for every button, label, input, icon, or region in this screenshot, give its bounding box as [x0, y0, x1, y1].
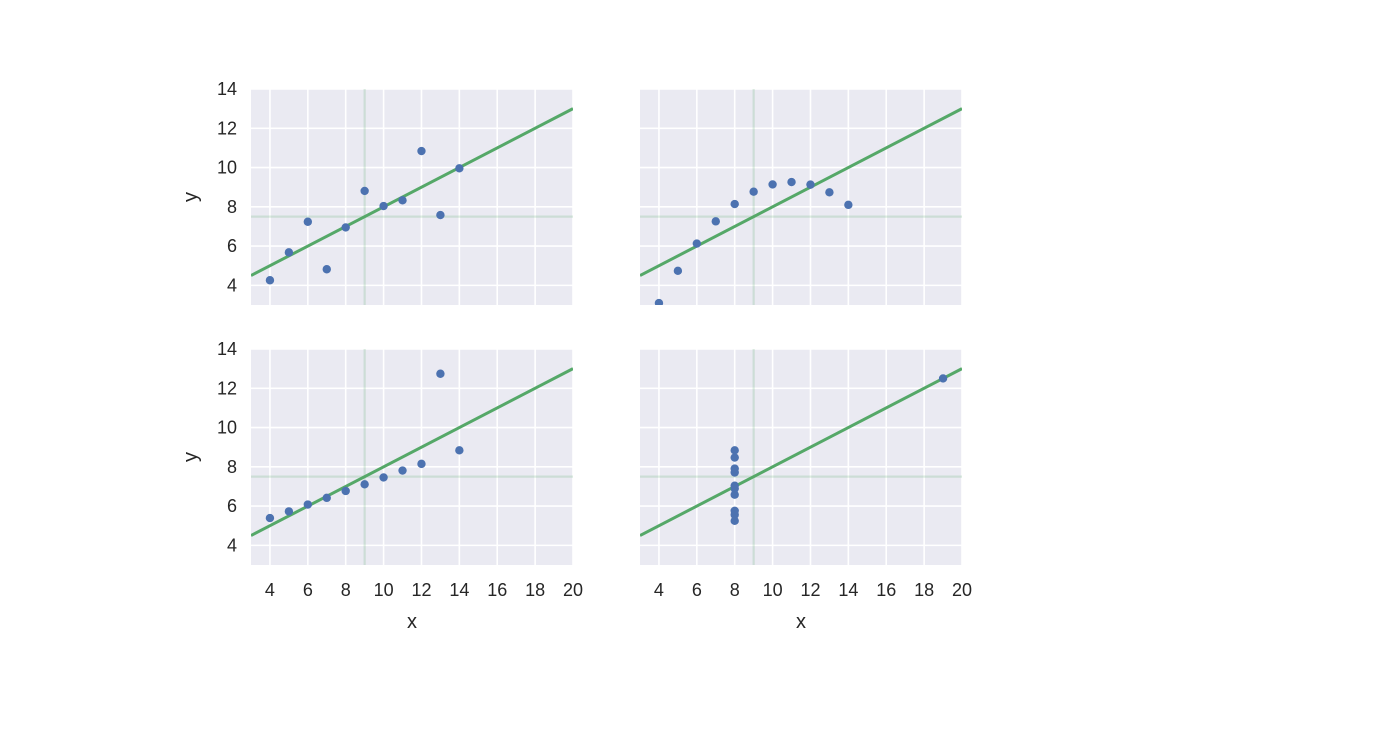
plot-background	[640, 349, 962, 565]
data-point	[436, 369, 445, 378]
data-point	[398, 196, 407, 205]
data-point	[417, 146, 426, 156]
x-tick-label: 20	[952, 580, 972, 600]
y-axis-label: y	[180, 452, 202, 462]
data-point	[360, 480, 369, 489]
y-tick-label: 4	[227, 275, 237, 295]
panel-content	[251, 89, 573, 305]
data-point	[749, 187, 758, 196]
data-point	[303, 500, 313, 509]
data-point	[322, 493, 331, 503]
y-tick-label: 10	[217, 158, 237, 178]
x-tick-label: 12	[411, 580, 431, 600]
data-point	[341, 486, 350, 496]
regression-line	[251, 107, 573, 277]
data-point	[730, 490, 739, 499]
y-tick-label: 6	[227, 496, 237, 516]
data-point	[341, 223, 350, 232]
data-point	[711, 217, 720, 226]
data-point	[787, 177, 796, 187]
x-tick-label: 20	[563, 580, 583, 600]
data-point	[284, 507, 294, 516]
plot-background	[251, 89, 573, 305]
x-tick-label: 8	[730, 580, 740, 600]
data-point	[265, 513, 275, 523]
data-point	[825, 188, 834, 197]
x-tick-label: 6	[692, 580, 702, 600]
y-tick-label: 4	[227, 535, 237, 555]
plot-background	[251, 349, 573, 565]
data-point	[673, 266, 683, 276]
data-point	[730, 453, 739, 462]
data-point	[730, 510, 739, 519]
y-axis-label: y	[180, 192, 202, 202]
data-point	[806, 180, 815, 189]
data-point	[417, 459, 426, 469]
x-tick-label: 8	[341, 580, 351, 600]
data-point	[730, 199, 739, 209]
data-point	[654, 298, 664, 305]
panel-content	[640, 89, 962, 305]
x-axis-label: x	[796, 611, 806, 633]
x-tick-label: 10	[374, 580, 394, 600]
data-point	[730, 516, 739, 526]
x-tick-label: 4	[265, 580, 275, 600]
data-point	[398, 466, 407, 475]
data-point	[360, 186, 369, 196]
regression-line	[640, 107, 962, 277]
x-axis-label: x	[407, 611, 417, 633]
data-point	[455, 164, 464, 173]
data-point	[284, 248, 294, 257]
y-tick-label: 8	[227, 197, 237, 217]
data-point	[379, 201, 388, 211]
panel-content	[251, 349, 573, 565]
x-tick-label: 18	[525, 580, 545, 600]
panel-content	[640, 349, 962, 565]
data-point	[455, 446, 464, 455]
x-tick-label: 12	[800, 580, 820, 600]
panel-top-left: 4 6 8 10 12 14 y	[180, 79, 574, 305]
data-point	[730, 484, 739, 493]
data-point	[844, 200, 853, 210]
panel-bottom-right: 4 6 8 10 12 14 16 18 20 x	[640, 348, 972, 633]
x-tick-label: 6	[303, 580, 313, 600]
data-point	[730, 446, 739, 455]
y-tick-label: 6	[227, 236, 237, 256]
panel-bottom-left: 4 6 8 10 12 14 y 4 6 8 10 12 14 16 18 20 x	[180, 339, 583, 633]
regression-line	[251, 367, 573, 537]
panel-top-right	[640, 88, 963, 305]
x-tick-label: 14	[449, 580, 469, 600]
x-tick-label: 10	[763, 580, 783, 600]
data-point	[768, 180, 777, 189]
x-tick-label: 4	[654, 580, 664, 600]
data-point	[730, 464, 739, 473]
y-tick-label: 10	[217, 418, 237, 438]
y-tick-label: 12	[217, 118, 237, 138]
x-tick-label: 14	[838, 580, 858, 600]
y-tick-label: 8	[227, 457, 237, 477]
y-tick-label: 14	[217, 79, 237, 99]
data-point	[692, 239, 702, 248]
data-point	[938, 374, 948, 383]
data-point	[322, 265, 331, 274]
y-tick-label: 12	[217, 378, 237, 398]
x-tick-label: 16	[487, 580, 507, 600]
data-point	[265, 276, 275, 285]
regression-line	[640, 367, 962, 537]
x-tick-label: 18	[914, 580, 934, 600]
plot-background	[640, 89, 962, 305]
data-point	[436, 210, 445, 220]
data-point	[379, 473, 388, 482]
x-tick-label: 16	[876, 580, 896, 600]
y-tick-label: 14	[217, 339, 237, 359]
data-point	[303, 217, 313, 226]
